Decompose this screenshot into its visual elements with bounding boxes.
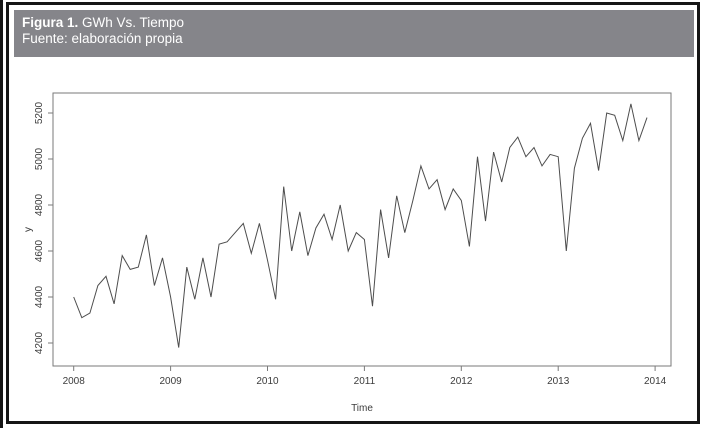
y-tick-label: 5200 xyxy=(34,101,45,124)
x-tick-label: 2013 xyxy=(547,376,570,387)
x-tick-label: 2008 xyxy=(63,376,86,387)
figure-title-text: GWh Vs. Tiempo xyxy=(78,15,185,30)
x-tick-label: 2009 xyxy=(159,376,182,387)
y-tick-label: 4800 xyxy=(34,193,45,216)
figure-caption: Figura 1. GWh Vs. Tiempo xyxy=(22,15,694,31)
figure-frame-border xyxy=(6,2,700,424)
figure-source-text: Fuente: elaboración propia xyxy=(22,31,183,46)
x-axis-title: Time xyxy=(351,403,373,414)
y-tick-label: 4200 xyxy=(34,331,45,354)
figure-number-label: Figura 1. xyxy=(22,15,79,30)
gwh-series-line xyxy=(73,103,648,348)
x-tick-label: 2010 xyxy=(256,376,279,387)
plot-box xyxy=(52,92,672,367)
y-tick-label: 4600 xyxy=(34,239,45,262)
y-axis-title: y xyxy=(23,227,34,232)
y-tick-label: 5000 xyxy=(34,147,45,170)
x-tick-label: 2011 xyxy=(354,376,376,387)
x-tick-label: 2012 xyxy=(450,376,473,387)
x-tick-label: 2014 xyxy=(644,376,667,387)
figure-title-bar: Figura 1. GWh Vs. Tiempo Fuente: elabora… xyxy=(14,10,694,57)
page-left-edge xyxy=(0,0,3,428)
y-tick-label: 4400 xyxy=(34,285,45,308)
